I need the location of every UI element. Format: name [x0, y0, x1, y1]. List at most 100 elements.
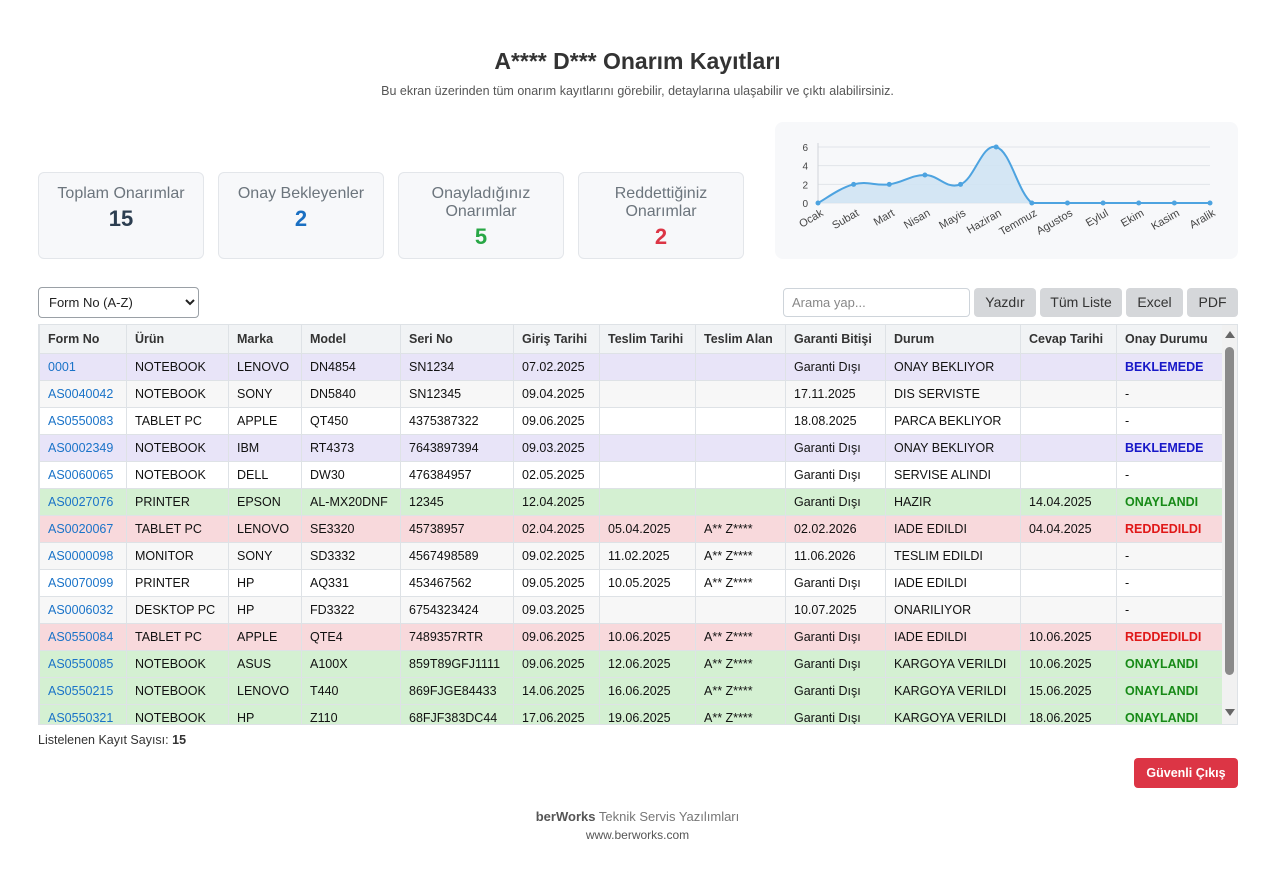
column-header[interactable]: Ürün	[126, 325, 229, 354]
table-scrollbar[interactable]	[1222, 325, 1237, 724]
table-cell: SD3332	[301, 541, 401, 570]
form-no-link[interactable]: AS0550085	[39, 649, 127, 678]
column-header[interactable]: Giriş Tarihi	[513, 325, 600, 354]
scroll-thumb[interactable]	[1225, 347, 1234, 675]
table-cell: QTE4	[301, 622, 401, 651]
form-no-link[interactable]: AS0550321	[39, 703, 127, 724]
approval-status-cell: -	[1116, 379, 1224, 408]
all-list-button[interactable]: Tüm Liste	[1040, 288, 1122, 317]
table-row[interactable]: AS0070099 PRINTER HP AQ331 453467562 09.05.20…	[39, 568, 1224, 597]
column-header[interactable]: Teslim Tarihi	[599, 325, 696, 354]
form-no-link[interactable]: AS0550083	[39, 406, 127, 435]
column-header[interactable]: Teslim Alan	[695, 325, 786, 354]
table-cell: NOTEBOOK	[126, 433, 229, 462]
table-cell: 02.02.2026	[785, 514, 886, 543]
table-row[interactable]: AS0550321 NOTEBOOK HP Z110 68FJF383DC44 17.06…	[39, 703, 1224, 724]
table-row[interactable]: AS0027076 PRINTER EPSON AL-MX20DNF 12345 12.0…	[39, 487, 1224, 516]
table-cell: Z110	[301, 703, 401, 724]
y-tick-label: 4	[802, 162, 808, 173]
table-cell: A** Z****	[695, 676, 786, 705]
table-cell	[695, 433, 786, 462]
table-cell: 07.02.2025	[513, 352, 600, 381]
y-tick-label: 6	[802, 143, 808, 154]
data-point	[1136, 200, 1142, 206]
column-header[interactable]: Seri No	[400, 325, 514, 354]
approval-status-cell: BEKLEMEDE	[1116, 352, 1224, 381]
data-point	[1100, 200, 1106, 206]
table-cell	[1020, 595, 1117, 624]
table-cell: SONY	[228, 541, 302, 570]
monthly-repairs-chart: 0 2 4 6 Ocak Subat Mart Nisan Mayis Haziran Temmuz…	[775, 122, 1238, 259]
form-no-link[interactable]: AS0006032	[39, 595, 127, 624]
form-no-link[interactable]: AS0550215	[39, 676, 127, 705]
table-cell: 453467562	[400, 568, 514, 597]
print-button[interactable]: Yazdır	[974, 288, 1036, 317]
table-row[interactable]: AS0060065 NOTEBOOK DELL DW30 476384957 02.05.…	[39, 460, 1224, 489]
table-row[interactable]: AS0000098 MONITOR SONY SD3332 4567498589 09.0…	[39, 541, 1224, 570]
table-cell: TABLET PC	[126, 406, 229, 435]
stat-card-approved: Onayladığınız Onarımlar 5	[398, 172, 564, 259]
table-cell: 6754323424	[400, 595, 514, 624]
table-cell: A** Z****	[695, 541, 786, 570]
form-no-link[interactable]: AS0060065	[39, 460, 127, 489]
table-cell: 09.06.2025	[513, 649, 600, 678]
table-cell: TABLET PC	[126, 622, 229, 651]
column-header[interactable]: Garanti Bitişi	[785, 325, 886, 354]
table-cell: 09.03.2025	[513, 433, 600, 462]
repairs-table: Form No Ürün Marka Model Seri No Giriş Tarihi…	[39, 325, 1224, 724]
table-row[interactable]: AS0040042 NOTEBOOK SONY DN5840 SN12345 09.04.…	[39, 379, 1224, 408]
table-cell: NOTEBOOK	[126, 352, 229, 381]
table-cell	[695, 487, 786, 516]
table-row[interactable]: AS0550215 NOTEBOOK LENOVO T440 869FJGE84433 1…	[39, 676, 1224, 705]
form-no-link[interactable]: 0001	[39, 352, 127, 381]
table-cell: A100X	[301, 649, 401, 678]
column-header[interactable]: Onay Durumu	[1116, 325, 1224, 354]
search-input[interactable]	[783, 288, 970, 317]
table-cell: 12.06.2025	[599, 649, 696, 678]
table-cell: HP	[228, 568, 302, 597]
table-cell	[599, 379, 696, 408]
table-cell: FD3322	[301, 595, 401, 624]
table-cell: MONITOR	[126, 541, 229, 570]
table-row[interactable]: AS0006032 DESKTOP PC HP FD3322 6754323424 09.…	[39, 595, 1224, 624]
stat-label: Reddettiğiniz Onarımlar	[614, 185, 708, 220]
table-row[interactable]: AS0550084 TABLET PC APPLE QTE4 7489357RTR 09.…	[39, 622, 1224, 651]
table-cell: AQ331	[301, 568, 401, 597]
column-header[interactable]: Durum	[885, 325, 1021, 354]
secure-logout-button[interactable]: Güvenli Çıkış	[1134, 758, 1238, 788]
column-header[interactable]: Model	[301, 325, 401, 354]
footer-brand: berWorks Teknik Servis Yazılımları	[0, 809, 1275, 824]
sort-select[interactable]: Form No (A-Z)Form No (Z-A)Giriş Tarihi (…	[38, 287, 199, 318]
table-cell: Garanti Dışı	[785, 568, 886, 597]
column-header[interactable]: Marka	[228, 325, 302, 354]
form-no-link[interactable]: AS0550084	[39, 622, 127, 651]
table-row[interactable]: AS0550083 TABLET PC APPLE QT450 4375387322 09…	[39, 406, 1224, 435]
form-no-link[interactable]: AS0070099	[39, 568, 127, 597]
page-subtitle: Bu ekran üzerinden tüm onarım kayıtların…	[381, 84, 894, 98]
form-no-link[interactable]: AS0000098	[39, 541, 127, 570]
table-row[interactable]: AS0020067 TABLET PC LENOVO SE3320 45738957 02…	[39, 514, 1224, 543]
excel-button[interactable]: Excel	[1126, 288, 1183, 317]
column-header[interactable]: Cevap Tarihi	[1020, 325, 1117, 354]
stat-label: Onay Bekleyenler	[237, 185, 365, 202]
footer-url[interactable]: www.berworks.com	[585, 828, 690, 842]
table-cell: 17.06.2025	[513, 703, 600, 724]
table-cell	[599, 595, 696, 624]
scroll-down-arrow-icon[interactable]	[1225, 709, 1235, 716]
form-no-link[interactable]: AS0040042	[39, 379, 127, 408]
approval-status-cell: BEKLEMEDE	[1116, 433, 1224, 462]
table-cell	[695, 352, 786, 381]
table-cell	[695, 379, 786, 408]
table-cell: A** Z****	[695, 622, 786, 651]
table-cell	[1020, 406, 1117, 435]
form-no-link[interactable]: AS0002349	[39, 433, 127, 462]
scroll-up-arrow-icon[interactable]	[1225, 331, 1235, 338]
table-row[interactable]: AS0002349 NOTEBOOK IBM RT4373 7643897394 09.0…	[39, 433, 1224, 462]
form-no-link[interactable]: AS0020067	[39, 514, 127, 543]
table-cell: DN4854	[301, 352, 401, 381]
table-row[interactable]: AS0550085 NOTEBOOK ASUS A100X 859T89GFJ1111 0…	[39, 649, 1224, 678]
table-row[interactable]: 0001 NOTEBOOK LENOVO DN4854 SN1234 07.02.2025…	[39, 352, 1224, 381]
pdf-button[interactable]: PDF	[1187, 288, 1238, 317]
column-header[interactable]: Form No	[39, 325, 127, 354]
form-no-link[interactable]: AS0027076	[39, 487, 127, 516]
